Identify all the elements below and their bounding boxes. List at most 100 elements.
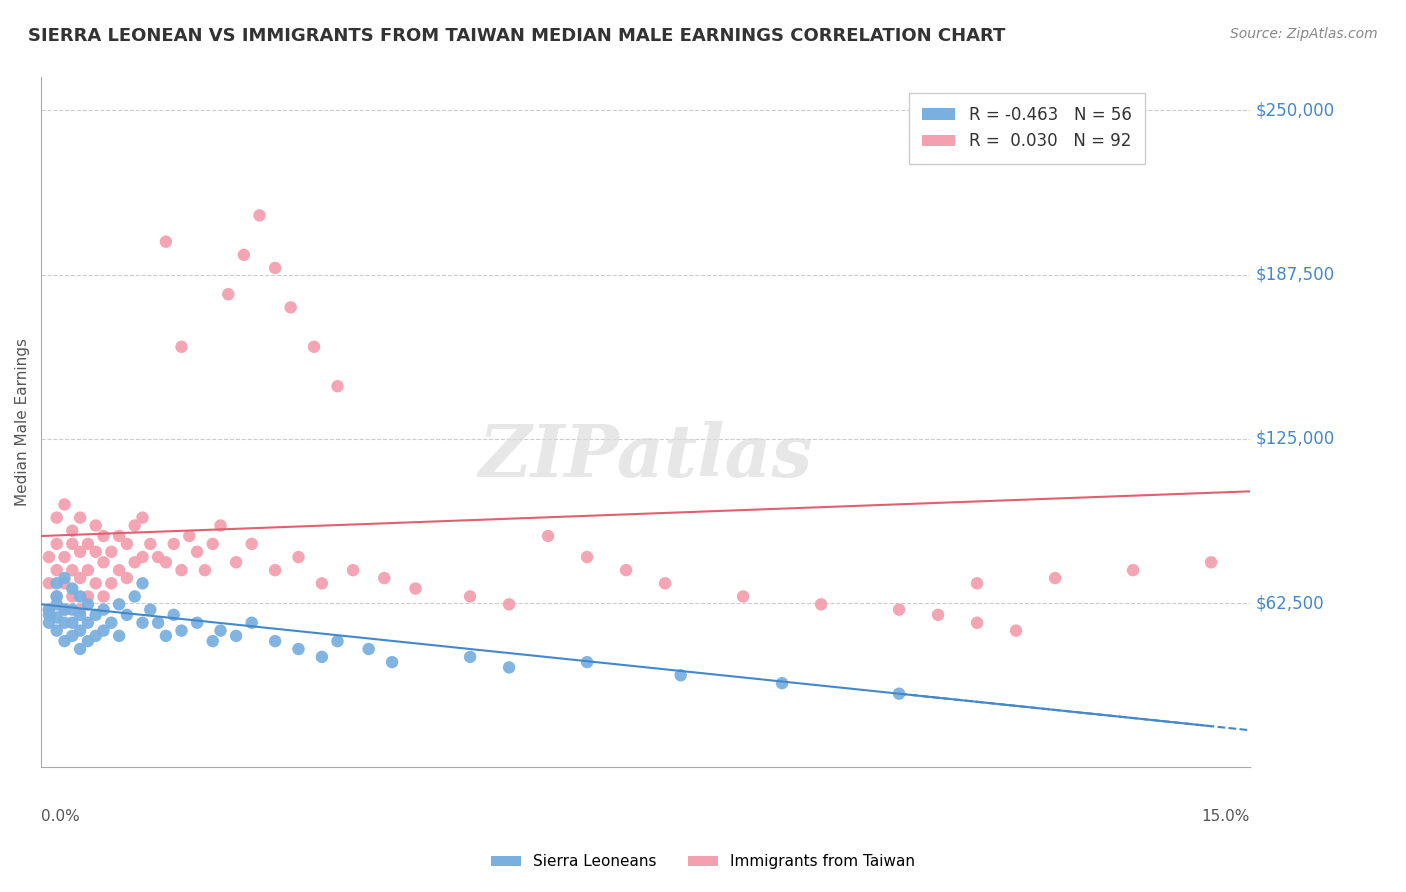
Point	[537, 529, 560, 543]
Point	[1355, 537, 1378, 551]
Point	[69, 571, 91, 585]
Point	[115, 571, 138, 585]
Point	[69, 545, 91, 559]
Point	[381, 655, 404, 669]
Point	[84, 629, 107, 643]
Point	[108, 563, 131, 577]
Point	[131, 510, 153, 524]
Legend: Sierra Leoneans, Immigrants from Taiwan: Sierra Leoneans, Immigrants from Taiwan	[485, 848, 921, 875]
Point	[966, 615, 988, 630]
Point	[84, 607, 107, 622]
Point	[124, 555, 146, 569]
Point	[131, 576, 153, 591]
Point	[170, 340, 193, 354]
Point	[38, 549, 60, 564]
Point	[155, 555, 177, 569]
Point	[60, 524, 83, 538]
Point	[53, 602, 76, 616]
Point	[139, 602, 162, 616]
Point	[84, 518, 107, 533]
Point	[124, 518, 146, 533]
Point	[1005, 624, 1028, 638]
Point	[576, 549, 599, 564]
Point	[93, 624, 115, 638]
Point	[302, 340, 325, 354]
Point	[108, 629, 131, 643]
Point	[458, 590, 481, 604]
Text: 0.0%: 0.0%	[41, 809, 80, 823]
Text: $187,500: $187,500	[1256, 266, 1336, 284]
Point	[69, 624, 91, 638]
Point	[100, 615, 122, 630]
Point	[45, 537, 67, 551]
Point	[77, 634, 100, 648]
Point	[53, 498, 76, 512]
Point	[45, 610, 67, 624]
Point	[108, 598, 131, 612]
Point	[93, 555, 115, 569]
Point	[69, 510, 91, 524]
Text: Source: ZipAtlas.com: Source: ZipAtlas.com	[1230, 27, 1378, 41]
Point	[38, 615, 60, 630]
Point	[966, 576, 988, 591]
Point	[53, 615, 76, 630]
Point	[1122, 563, 1144, 577]
Point	[45, 590, 67, 604]
Point	[217, 287, 239, 301]
Point	[45, 576, 67, 591]
Point	[498, 598, 520, 612]
Point	[163, 607, 186, 622]
Point	[77, 598, 100, 612]
Point	[614, 563, 637, 577]
Point	[287, 642, 309, 657]
Point	[669, 668, 692, 682]
Point	[77, 590, 100, 604]
Point	[249, 208, 271, 222]
Point	[53, 602, 76, 616]
Y-axis label: Median Male Earnings: Median Male Earnings	[15, 338, 30, 507]
Text: $250,000: $250,000	[1256, 102, 1336, 120]
Point	[146, 549, 169, 564]
Point	[1043, 571, 1066, 585]
Point	[45, 624, 67, 638]
Point	[77, 615, 100, 630]
Point	[93, 529, 115, 543]
Point	[927, 607, 949, 622]
Point	[357, 642, 380, 657]
Point	[45, 510, 67, 524]
Point	[124, 590, 146, 604]
Point	[146, 615, 169, 630]
Text: $62,500: $62,500	[1256, 594, 1324, 612]
Point	[131, 549, 153, 564]
Point	[93, 602, 115, 616]
Point	[100, 576, 122, 591]
Point	[60, 615, 83, 630]
Point	[53, 576, 76, 591]
Point	[163, 537, 186, 551]
Point	[373, 571, 395, 585]
Point	[77, 537, 100, 551]
Point	[342, 563, 364, 577]
Point	[209, 518, 232, 533]
Point	[194, 563, 217, 577]
Point	[770, 676, 793, 690]
Point	[155, 235, 177, 249]
Point	[60, 563, 83, 577]
Point	[69, 607, 91, 622]
Text: 15.0%: 15.0%	[1202, 809, 1250, 823]
Point	[186, 545, 208, 559]
Point	[45, 563, 67, 577]
Point	[186, 615, 208, 630]
Legend: R = -0.463   N = 56, R =  0.030   N = 92: R = -0.463 N = 56, R = 0.030 N = 92	[908, 93, 1144, 163]
Point	[201, 634, 224, 648]
Point	[100, 545, 122, 559]
Text: SIERRA LEONEAN VS IMMIGRANTS FROM TAIWAN MEDIAN MALE EARNINGS CORRELATION CHART: SIERRA LEONEAN VS IMMIGRANTS FROM TAIWAN…	[28, 27, 1005, 45]
Point	[170, 624, 193, 638]
Point	[1199, 555, 1222, 569]
Point	[240, 537, 263, 551]
Point	[264, 634, 287, 648]
Point	[69, 642, 91, 657]
Point	[69, 590, 91, 604]
Point	[139, 537, 162, 551]
Point	[498, 660, 520, 674]
